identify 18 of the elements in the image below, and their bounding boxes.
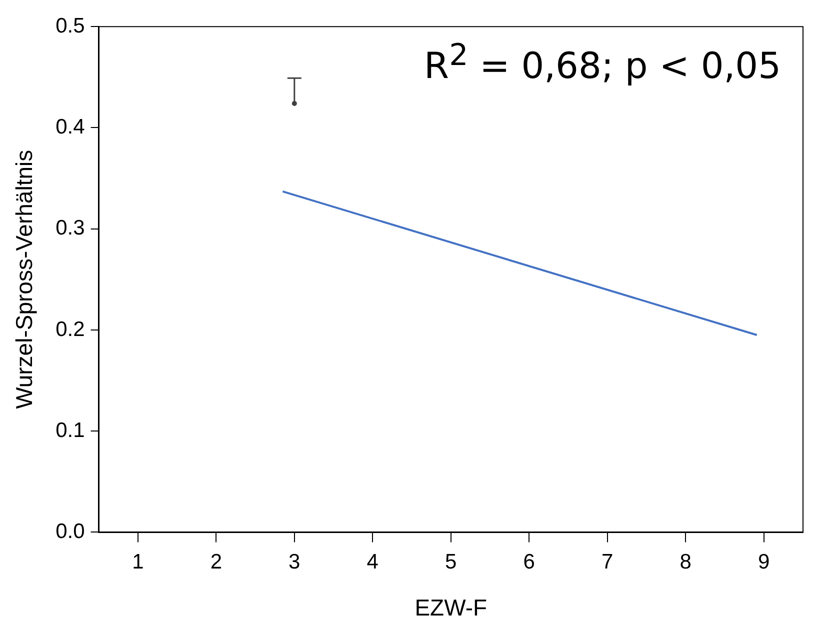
y-tick-label: 0.4: [56, 116, 86, 139]
y-axis-title: Wurzel-Spross-Verhältnis: [11, 150, 38, 409]
x-axis-title: EZW-F: [414, 594, 488, 621]
x-tick-label: 3: [288, 550, 300, 574]
x-tick-label: 1: [132, 550, 144, 574]
x-tick-label: 6: [523, 550, 535, 574]
x-tick-label: 5: [445, 550, 457, 574]
y-tick-label: 0.3: [56, 216, 85, 240]
y-tick-label: 0.1: [56, 418, 85, 442]
x-tick-label: 9: [758, 550, 770, 574]
x-tick-label: 4: [366, 550, 379, 574]
x-tick-label: 7: [602, 550, 614, 574]
y-tick-label: 0.5: [56, 14, 85, 38]
annotation: R$^{2}$ = 0,68; p < 0,05: [424, 38, 781, 87]
y-tick-label: 0.0: [56, 520, 85, 543]
x-tick-label: 8: [680, 550, 692, 574]
y-tick-label: 0.2: [56, 318, 85, 341]
x-tick-label: 2: [210, 550, 222, 574]
